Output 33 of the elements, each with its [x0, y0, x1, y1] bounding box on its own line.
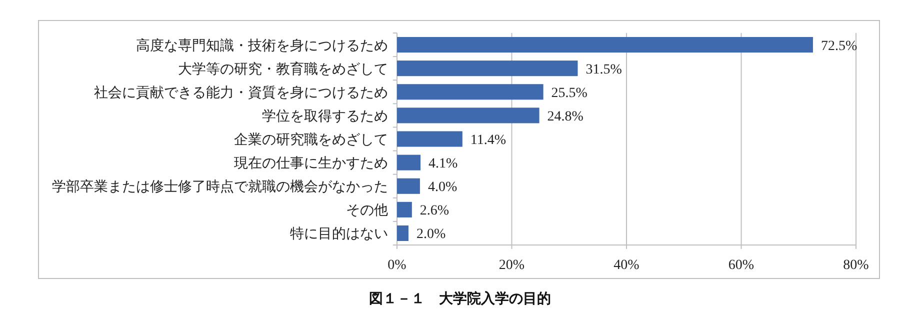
x-tick-label: 20% [498, 258, 525, 273]
data-label: 24.8% [547, 109, 584, 124]
bar [397, 154, 421, 170]
y-tick-label: 現在の仕事に生かすため [234, 156, 388, 172]
x-tick-label: 60% [728, 258, 754, 273]
bar [397, 60, 578, 76]
y-tick-label: 特に目的はない [290, 226, 388, 242]
x-tick-label: 80% [843, 258, 870, 273]
bar [397, 202, 412, 218]
data-label: 31.5% [586, 62, 622, 78]
text: 図１－１ 大学院入学の目的 [369, 290, 551, 306]
bar [397, 178, 420, 194]
bar [397, 84, 544, 100]
x-tick-label: 0% [388, 258, 407, 273]
data-label: 2.6% [420, 204, 450, 219]
data-label: 2.0% [416, 227, 446, 242]
y-tick-label: 高度な専門知識・技術を身につけるため [136, 38, 388, 54]
data-label: 4.1% [428, 156, 458, 172]
y-tick-label: 大学等の研究・教育職をめざして [178, 60, 388, 78]
y-tick-label: 社会に貢献できる能力・資質を身につけるため [94, 84, 388, 101]
bar [397, 131, 462, 147]
bar [397, 108, 540, 124]
x-tick-label: 40% [614, 258, 640, 273]
data-label: 25.5% [551, 86, 588, 101]
data-label: 11.4% [470, 133, 506, 148]
y-tick-label: 学部卒業または修士修了時点で就職の機会がなかった [52, 179, 388, 196]
bar [397, 37, 813, 53]
y-tick-label: その他 [346, 202, 388, 219]
data-label: 72.5% [820, 38, 858, 54]
y-tick-label: 企業の研究職をめざして [234, 132, 388, 148]
bar [397, 225, 408, 241]
y-tick-label: 学位を取得するため [262, 108, 388, 124]
data-label: 4.0% [428, 180, 458, 196]
